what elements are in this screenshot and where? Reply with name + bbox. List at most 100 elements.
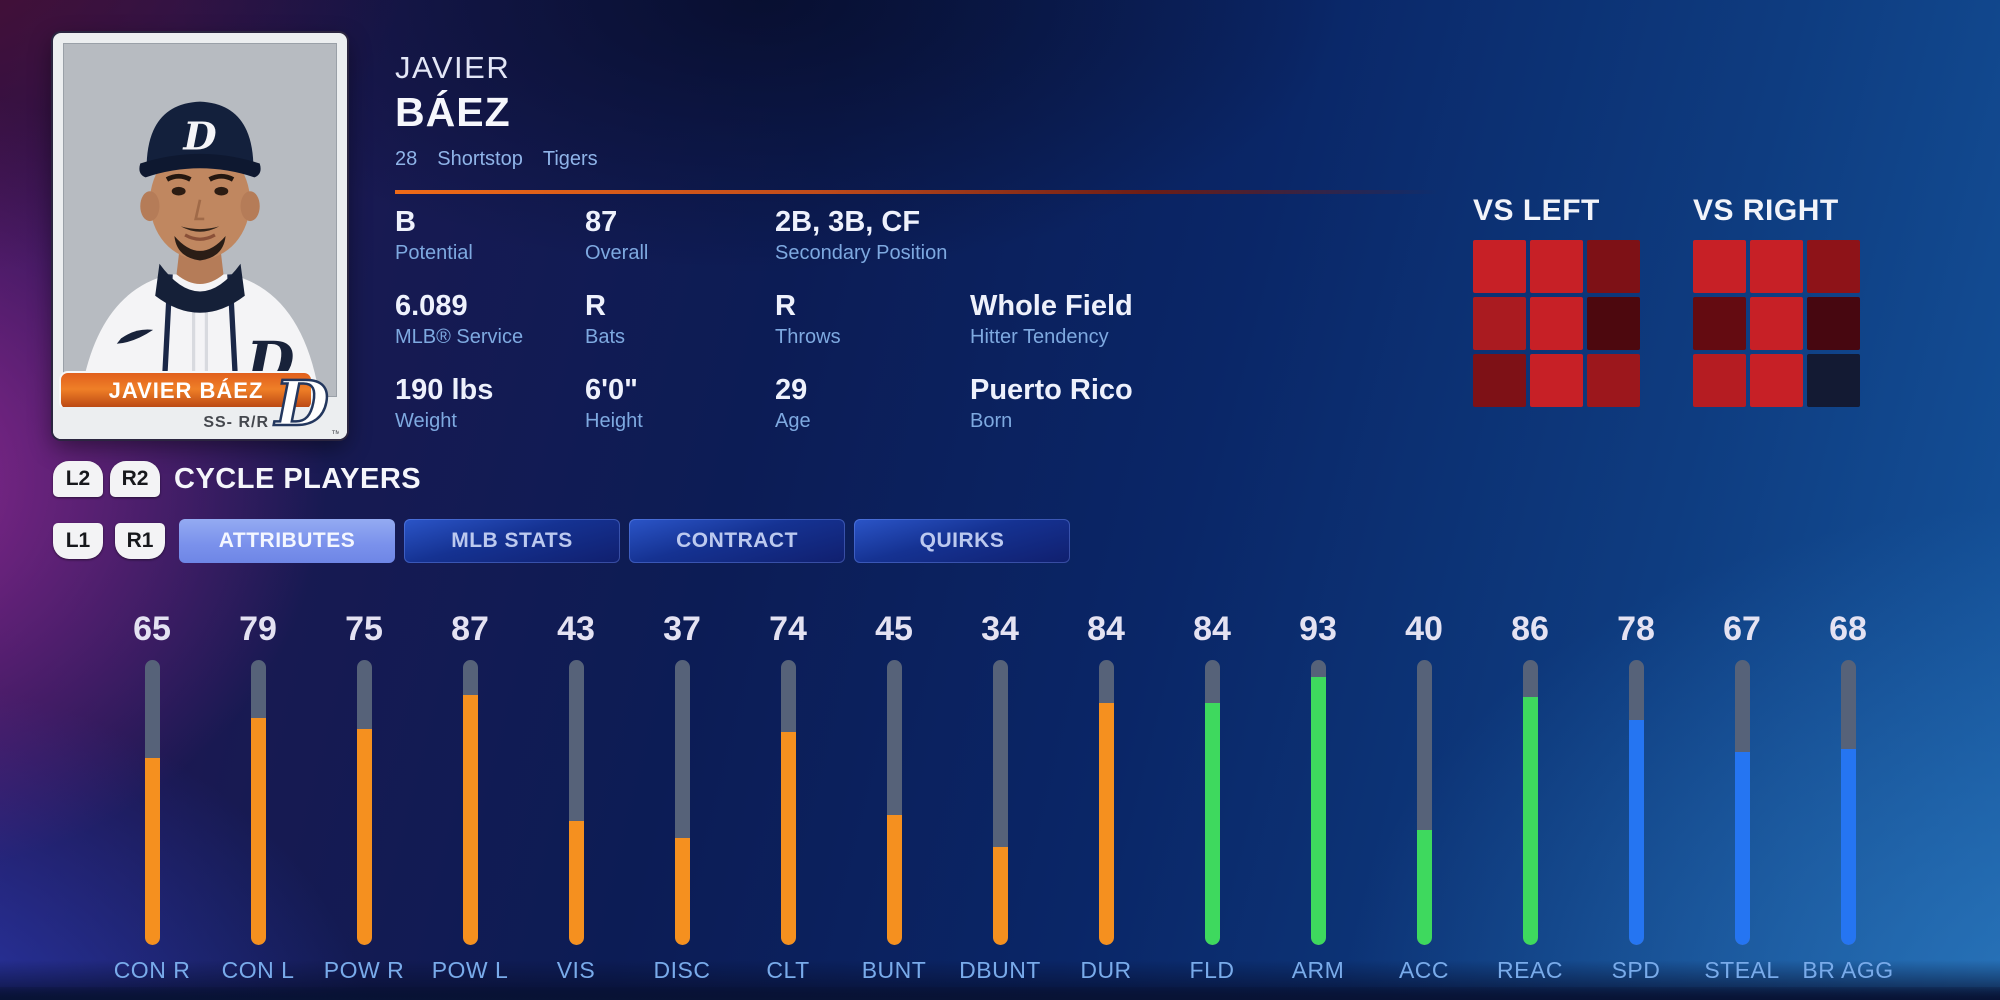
- attribute-track: [250, 660, 266, 945]
- attribute-bar-pow-r: 75 POW R: [324, 610, 404, 984]
- attribute-track: [1204, 660, 1220, 945]
- attribute-value: 68: [1829, 610, 1867, 648]
- vs-left-cell: [1473, 354, 1526, 407]
- player-first-name: JAVIER: [395, 50, 511, 85]
- vs-left-cell: [1530, 297, 1583, 350]
- player-portrait: D D: [64, 44, 336, 396]
- tigers-logo: D ™: [272, 367, 339, 439]
- info-cell-weight: 190 lbs Weight: [395, 374, 494, 432]
- attribute-track: [992, 660, 1008, 945]
- attribute-value: 65: [133, 610, 171, 648]
- attribute-track: [462, 660, 478, 945]
- info-cell-born: Puerto Rico Born: [970, 374, 1133, 432]
- attribute-track: [568, 660, 584, 945]
- cap-logo: D: [182, 115, 217, 160]
- attribute-bar-acc: 40 ACC: [1388, 610, 1460, 984]
- attribute-label: ACC: [1398, 957, 1450, 983]
- attribute-value: 87: [451, 610, 489, 648]
- attribute-fill: [568, 821, 584, 945]
- vs-right-cell: [1807, 354, 1860, 407]
- attribute-track: [1840, 660, 1856, 945]
- attribute-fill: [1522, 697, 1538, 945]
- section-tabs: L1 R1 ATTRIBUTES MLB STATS CONTRACT QUIR…: [53, 519, 1070, 563]
- attribute-track: [1416, 660, 1432, 945]
- info-cell-potential: B Potential: [395, 206, 473, 264]
- vs-left-cell: [1530, 240, 1583, 293]
- attribute-track: [1310, 660, 1326, 945]
- tab-attributes[interactable]: ATTRIBUTES: [179, 519, 395, 563]
- attribute-track: [886, 660, 902, 945]
- player-position: Shortstop: [437, 148, 523, 170]
- attribute-bar-dbunt: 34 DBUNT: [959, 610, 1040, 984]
- attribute-value: 40: [1405, 610, 1443, 648]
- l1-button[interactable]: L1: [53, 523, 103, 559]
- attribute-label: VIS: [556, 957, 596, 983]
- vs-right-panel: VS RIGHT: [1693, 194, 1861, 407]
- vs-left-cell: [1587, 354, 1640, 407]
- attribute-label: CON L: [221, 957, 295, 983]
- info-cell-bats: R Bats: [585, 290, 626, 348]
- bottom-vignette: [0, 987, 2000, 1000]
- info-cell-overall: 87 Overall: [585, 206, 649, 264]
- attribute-bar-arm: 93 ARM: [1282, 610, 1354, 984]
- attribute-track: [144, 660, 160, 945]
- l2-button[interactable]: L2: [53, 461, 103, 497]
- vs-right-title: VS RIGHT: [1693, 194, 1839, 227]
- vs-left-grid: [1473, 240, 1641, 407]
- attribute-value: 84: [1193, 610, 1231, 648]
- tab-contract[interactable]: CONTRACT: [629, 519, 845, 563]
- attribute-value: 45: [875, 610, 913, 648]
- vs-right-cell: [1750, 354, 1803, 407]
- vs-right-cell: [1750, 240, 1803, 293]
- attribute-fill: [250, 717, 266, 945]
- attribute-value: 93: [1299, 610, 1337, 648]
- player-team: Tigers: [542, 148, 598, 170]
- attribute-bar-bunt: 45 BUNT: [858, 610, 930, 984]
- player-info-grid: B Potential 87 Overall 2B, 3B, CF Secondary…: [395, 206, 1133, 433]
- info-cell-throws: R Throws: [775, 290, 841, 348]
- attribute-track: [1734, 660, 1750, 945]
- attribute-label: ARM: [1291, 957, 1345, 983]
- vs-left-title: VS LEFT: [1473, 194, 1600, 227]
- attribute-bar-con-l: 79 CON L: [222, 610, 294, 984]
- tab-quirks[interactable]: QUIRKS: [854, 519, 1070, 563]
- attribute-fill: [1310, 677, 1326, 945]
- attribute-label: STEAL: [1704, 957, 1780, 983]
- attribute-label: BR AGG: [1802, 957, 1894, 983]
- attribute-bar-con-r: 65 CON R: [114, 610, 190, 984]
- vs-left-cell: [1473, 297, 1526, 350]
- attribute-label: POW L: [431, 957, 509, 983]
- player-age: 28: [395, 148, 418, 170]
- vs-right-cell: [1807, 240, 1860, 293]
- info-cell-mlb-service: 6.089 MLB® Service: [395, 290, 524, 348]
- attribute-bar-steal: 67 STEAL: [1704, 610, 1780, 984]
- r2-button[interactable]: R2: [110, 461, 160, 497]
- player-last-name: BÁEZ: [395, 89, 511, 135]
- hot-cold-zones: VS LEFT VS RIGHT: [1473, 194, 1861, 407]
- attribute-value: 74: [769, 610, 807, 648]
- attribute-value: 37: [663, 610, 701, 648]
- attribute-label: FLD: [1189, 957, 1235, 983]
- card-name-banner: JAVIER BÁEZ: [59, 371, 313, 411]
- info-cell-height: 6'0" Height: [585, 374, 643, 432]
- player-photo: D D: [63, 43, 337, 397]
- vs-left-panel: VS LEFT: [1473, 194, 1641, 407]
- attribute-label: POW R: [323, 957, 405, 983]
- vs-left-cell: [1587, 297, 1640, 350]
- svg-text:™: ™: [331, 429, 339, 439]
- attribute-bar-reac: 86 REAC: [1494, 610, 1566, 984]
- tab-mlb-stats[interactable]: MLB STATS: [404, 519, 620, 563]
- attribute-label: SPD: [1611, 957, 1661, 983]
- attribute-fill: [1098, 703, 1114, 945]
- vs-left-cell: [1587, 240, 1640, 293]
- r1-button[interactable]: R1: [115, 523, 165, 559]
- attribute-track: [1098, 660, 1114, 945]
- attribute-value: 79: [239, 610, 277, 648]
- attribute-value: 86: [1511, 610, 1549, 648]
- vs-left-cell: [1473, 240, 1526, 293]
- attribute-bar-clt: 74 CLT: [752, 610, 824, 984]
- vs-right-cell: [1750, 297, 1803, 350]
- vs-right-cell: [1807, 297, 1860, 350]
- cycle-players-label: CYCLE PLAYERS: [174, 462, 422, 495]
